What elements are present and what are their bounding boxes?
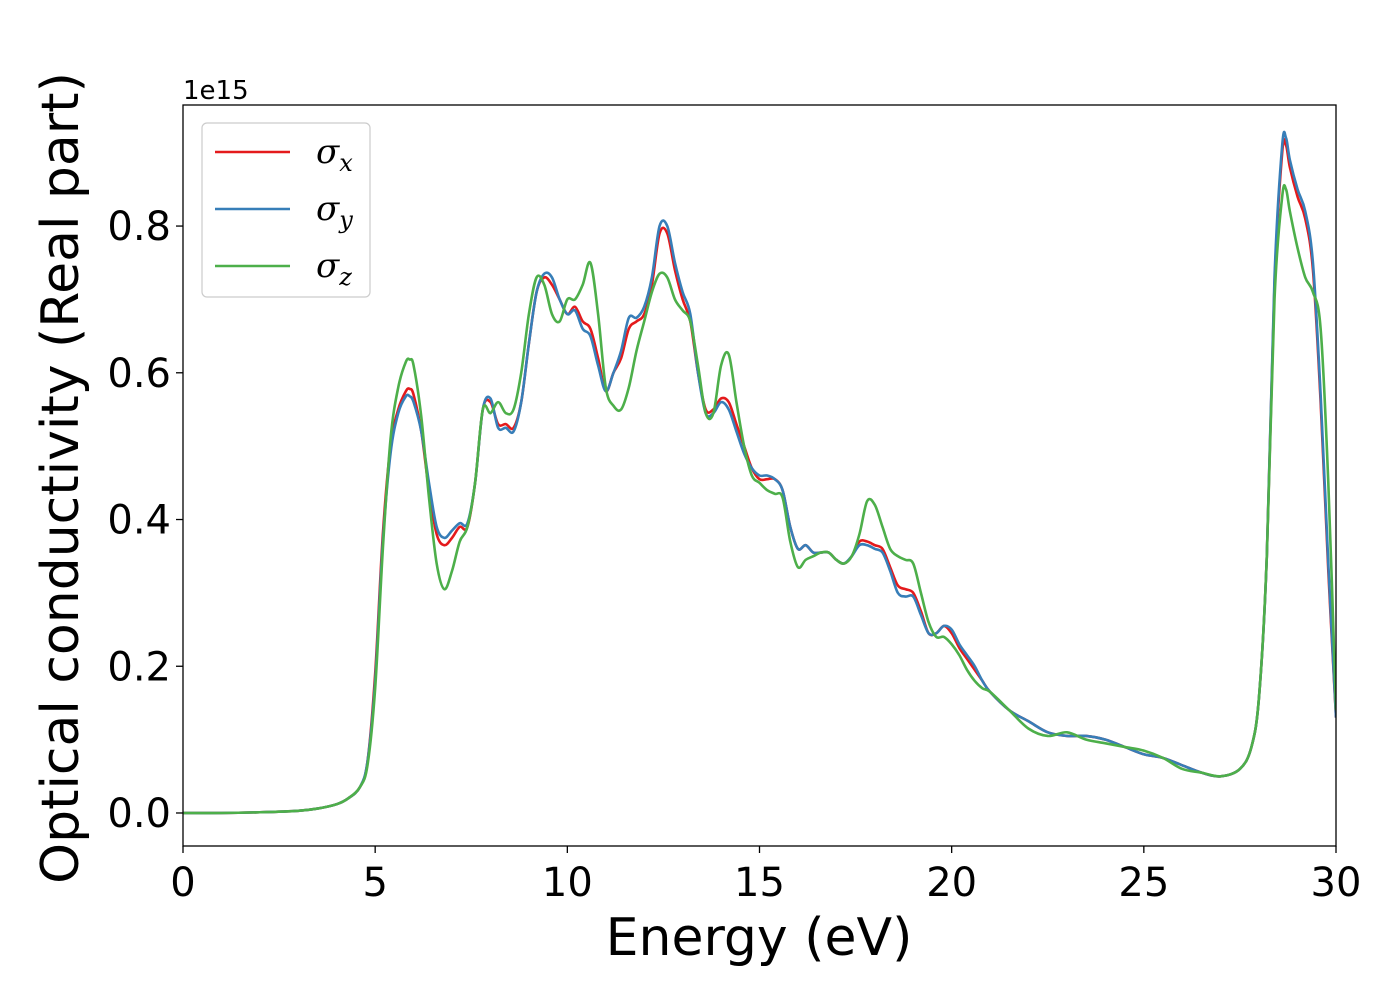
y-tick-label: 0.2 — [107, 644, 171, 690]
x-tick-label: 25 — [1118, 860, 1169, 906]
axes-frame — [182, 104, 1337, 847]
y-axis-ticks: 0.0 0.2 0.4 0.6 0.8 — [107, 204, 183, 837]
legend-label-z: σz — [316, 246, 352, 291]
y-axis-title: Optical conductivity (Real part) — [31, 72, 91, 884]
x-axis-ticks: 0 5 10 15 20 25 30 — [170, 846, 1361, 906]
x-tick-label: 15 — [734, 860, 785, 906]
x-axis-title: Energy (eV) — [606, 908, 913, 968]
legend-label-y: σy — [316, 189, 353, 234]
y-tick-label: 0.0 — [107, 791, 171, 837]
x-tick-label: 20 — [926, 860, 977, 906]
x-tick-label: 10 — [542, 860, 593, 906]
y-tick-label: 0.4 — [107, 498, 171, 544]
series-line-z — [183, 183, 1336, 815]
legend-label-x: σx — [316, 132, 353, 177]
x-tick-label: 30 — [1311, 860, 1362, 906]
x-tick-label: 5 — [362, 860, 387, 906]
y-offset-label: 1e15 — [183, 76, 249, 106]
x-tick-label: 0 — [170, 860, 195, 906]
y-tick-label: 0.6 — [107, 351, 171, 397]
y-tick-label: 0.8 — [107, 204, 171, 250]
plot-area — [183, 130, 1336, 815]
legend: σx σy σz — [201, 122, 371, 298]
